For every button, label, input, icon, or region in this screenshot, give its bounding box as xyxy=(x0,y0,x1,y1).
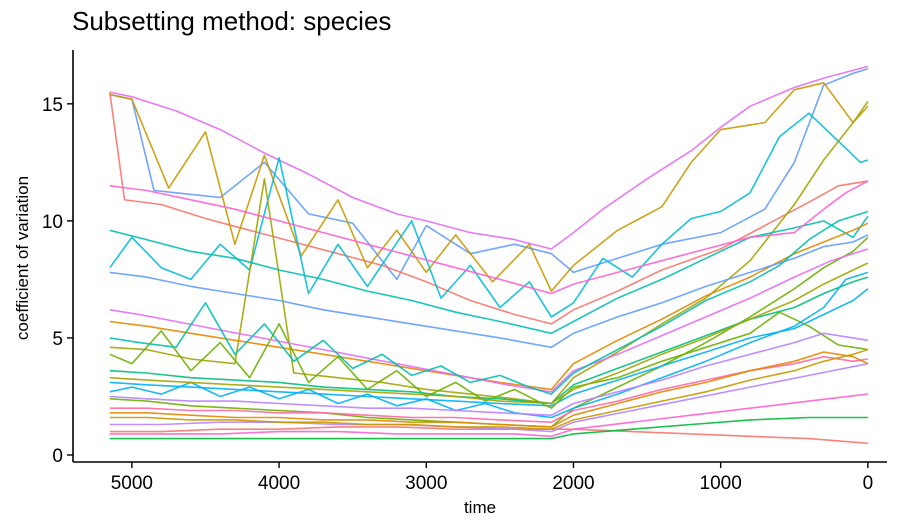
y-axis-ticks: 0 5 10 15 xyxy=(42,95,73,467)
series-line-26 xyxy=(109,332,869,417)
x-axis-ticks: 5000 4000 3000 2000 1000 0 xyxy=(111,462,873,494)
series-line-12 xyxy=(109,426,868,445)
y-tick-label: 10 xyxy=(42,212,63,233)
y-tick-label: 15 xyxy=(42,95,63,116)
x-tick-label: 2000 xyxy=(552,473,594,494)
series-line-5 xyxy=(109,112,869,318)
series-line-7 xyxy=(109,215,869,335)
series-line-1 xyxy=(109,65,869,250)
x-tick-label: 0 xyxy=(863,473,874,494)
series-line-16 xyxy=(109,355,869,424)
y-axis-title: coefficient of variation xyxy=(13,176,32,340)
series-line-13 xyxy=(109,416,868,440)
series-line-6 xyxy=(109,101,869,405)
x-tick-label: 1000 xyxy=(700,473,742,494)
series-line-23 xyxy=(109,262,869,405)
series-line-4 xyxy=(109,82,869,292)
y-tick-label: 5 xyxy=(52,329,63,350)
series-line-2 xyxy=(109,67,869,281)
x-tick-label: 4000 xyxy=(258,473,300,494)
chart-title: Subsetting method: species xyxy=(72,6,392,36)
series-line-14 xyxy=(109,362,869,433)
series-line-20 xyxy=(109,348,869,431)
series-line-25 xyxy=(109,351,869,428)
y-tick-label: 0 xyxy=(52,446,63,467)
series-line-15 xyxy=(109,311,869,410)
series-line-9 xyxy=(109,180,869,295)
series-line-3 xyxy=(109,91,869,325)
x-tick-label: 5000 xyxy=(111,473,153,494)
series-line-17 xyxy=(109,276,869,405)
series-line-18 xyxy=(109,248,869,393)
series-layer xyxy=(109,65,869,445)
series-line-22 xyxy=(109,393,868,438)
x-axis-title: time xyxy=(464,498,496,517)
x-tick-label: 3000 xyxy=(405,473,447,494)
series-line-24 xyxy=(109,210,869,395)
series-line-19 xyxy=(109,234,869,349)
